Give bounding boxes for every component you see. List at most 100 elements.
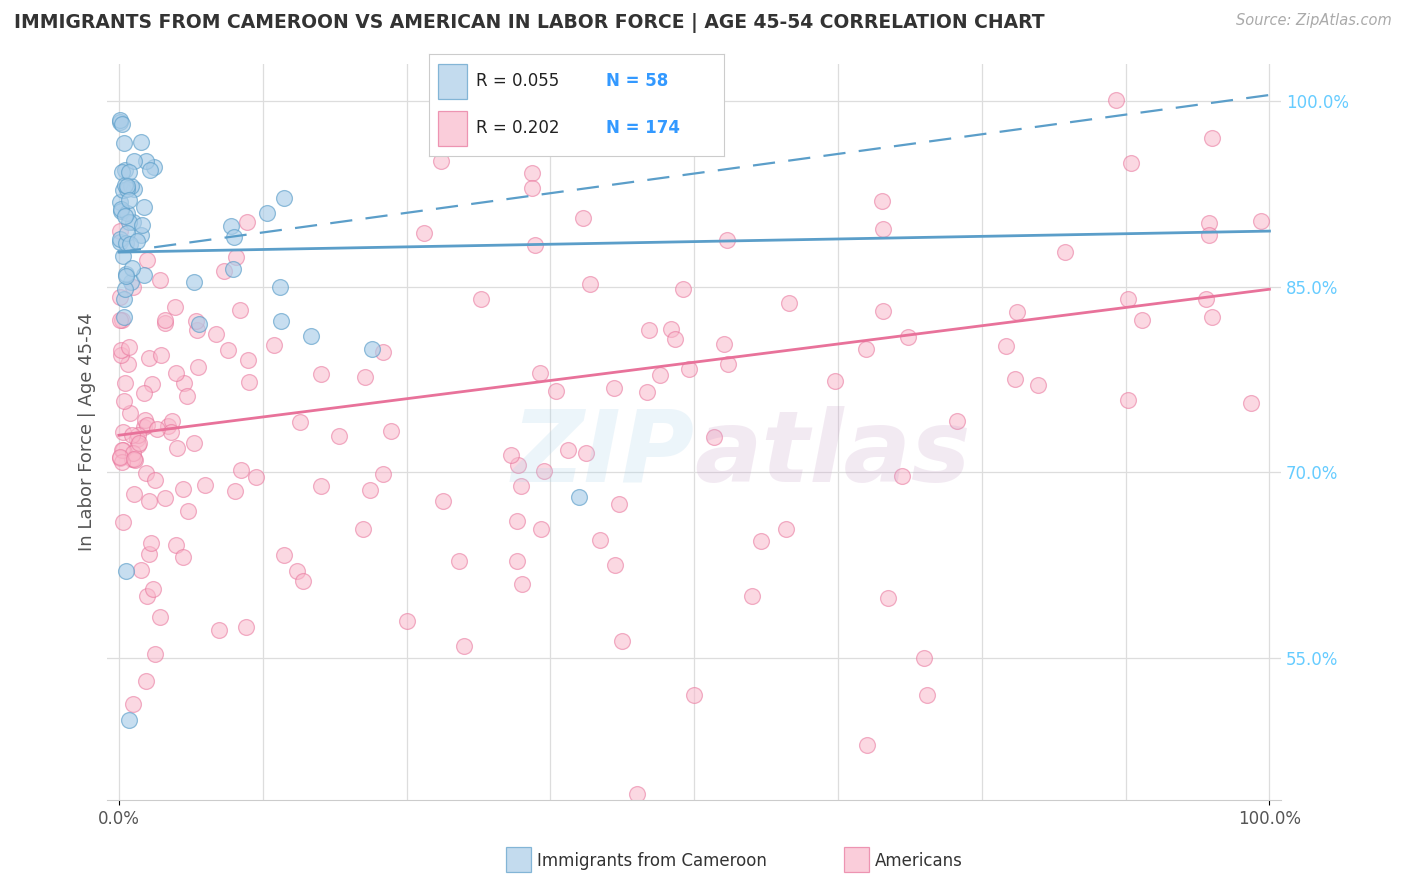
Point bbox=[778, 295, 800, 310]
Point bbox=[110, 204, 132, 219]
Point bbox=[589, 533, 612, 548]
Point bbox=[872, 222, 894, 236]
Point bbox=[155, 312, 177, 326]
Point bbox=[111, 183, 134, 197]
Point bbox=[121, 215, 143, 229]
Point bbox=[571, 211, 593, 226]
Point bbox=[505, 514, 527, 528]
Point bbox=[124, 453, 146, 467]
Point bbox=[328, 428, 350, 442]
Point bbox=[122, 452, 145, 467]
Point bbox=[183, 276, 205, 290]
Point bbox=[269, 279, 291, 293]
Point bbox=[120, 178, 142, 193]
Point bbox=[111, 455, 134, 469]
Point bbox=[453, 639, 475, 653]
Point bbox=[138, 547, 160, 561]
Point bbox=[129, 135, 152, 149]
Point bbox=[186, 314, 208, 328]
Point bbox=[612, 633, 634, 648]
Point bbox=[110, 343, 132, 358]
Point bbox=[127, 438, 149, 452]
Point bbox=[499, 448, 522, 462]
Point bbox=[108, 232, 131, 246]
Point bbox=[291, 574, 314, 589]
Point bbox=[142, 582, 165, 596]
Point bbox=[121, 428, 143, 442]
Point bbox=[678, 362, 700, 376]
Point bbox=[162, 414, 184, 428]
Point bbox=[222, 262, 245, 277]
Point bbox=[120, 237, 142, 252]
Point bbox=[506, 458, 529, 473]
Point bbox=[155, 491, 177, 506]
Point bbox=[1198, 228, 1220, 243]
Point bbox=[121, 261, 143, 276]
Text: Source: ZipAtlas.com: Source: ZipAtlas.com bbox=[1236, 13, 1392, 29]
Point bbox=[575, 446, 598, 460]
Point bbox=[557, 442, 579, 457]
Point bbox=[659, 322, 682, 336]
Text: Americans: Americans bbox=[875, 852, 963, 870]
Text: R = 0.202: R = 0.202 bbox=[477, 120, 560, 137]
Point bbox=[1194, 293, 1216, 307]
Point bbox=[122, 182, 145, 196]
Point bbox=[603, 381, 626, 395]
Point bbox=[636, 385, 658, 400]
Point bbox=[112, 292, 135, 306]
Point bbox=[108, 450, 131, 465]
Point bbox=[177, 504, 200, 518]
Point bbox=[118, 165, 141, 179]
Point bbox=[129, 563, 152, 577]
Point bbox=[891, 468, 914, 483]
Text: IMMIGRANTS FROM CAMEROON VS AMERICAN IN LABOR FORCE | AGE 45-54 CORRELATION CHAR: IMMIGRANTS FROM CAMEROON VS AMERICAN IN … bbox=[14, 13, 1045, 33]
Point bbox=[111, 165, 134, 179]
Point bbox=[204, 326, 226, 341]
Point bbox=[524, 237, 547, 252]
Point bbox=[1121, 156, 1143, 170]
Point bbox=[114, 178, 136, 193]
Point bbox=[156, 419, 179, 434]
Point bbox=[165, 538, 187, 552]
Point bbox=[114, 236, 136, 251]
Point bbox=[114, 282, 136, 296]
Point bbox=[149, 273, 172, 287]
Point bbox=[108, 235, 131, 249]
Point bbox=[373, 345, 395, 359]
Point bbox=[877, 591, 900, 605]
Point bbox=[529, 367, 551, 381]
Point bbox=[134, 413, 156, 427]
Point bbox=[115, 267, 138, 281]
Point bbox=[136, 252, 159, 267]
Point bbox=[568, 490, 591, 504]
Point bbox=[186, 323, 208, 337]
Point bbox=[138, 351, 160, 365]
Point bbox=[520, 180, 543, 194]
Point bbox=[110, 348, 132, 362]
Point bbox=[603, 558, 626, 573]
Point bbox=[115, 182, 138, 196]
Point bbox=[217, 343, 239, 358]
Point bbox=[270, 314, 292, 328]
Point bbox=[114, 376, 136, 390]
Point bbox=[533, 464, 555, 478]
Point bbox=[896, 330, 918, 344]
Point bbox=[108, 113, 131, 128]
Point bbox=[120, 275, 142, 289]
Point bbox=[578, 277, 600, 292]
Point bbox=[917, 688, 939, 702]
Point bbox=[108, 195, 131, 210]
Point bbox=[145, 422, 167, 436]
Point bbox=[207, 623, 229, 637]
Point bbox=[118, 215, 141, 229]
Point bbox=[235, 214, 257, 228]
Point bbox=[359, 483, 381, 497]
Point bbox=[1004, 372, 1026, 386]
Point bbox=[111, 443, 134, 458]
Point bbox=[741, 589, 763, 603]
Point bbox=[449, 554, 471, 568]
Point bbox=[380, 424, 402, 438]
Point bbox=[872, 304, 894, 318]
Point bbox=[749, 534, 772, 549]
Point bbox=[607, 497, 630, 511]
